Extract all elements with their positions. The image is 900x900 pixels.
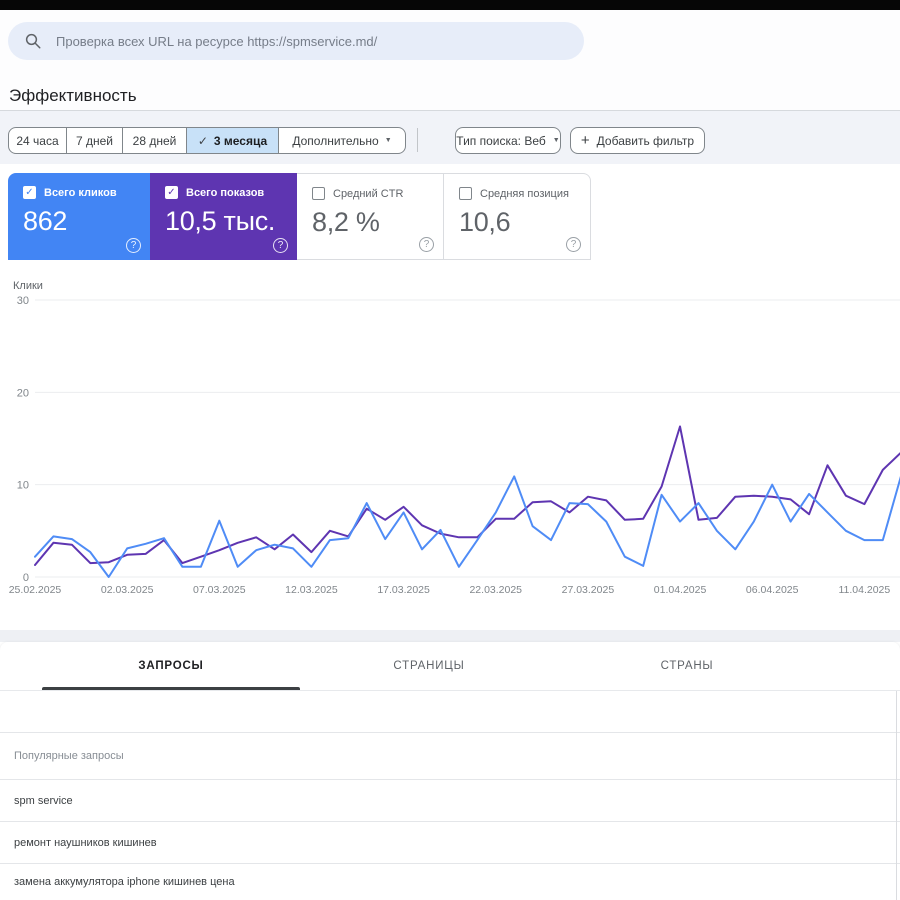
check-icon: ✓ xyxy=(167,187,175,198)
average-position-card[interactable]: Средняя позиция 10,6 ? xyxy=(444,173,591,260)
filter-bar: 24 часа 7 дней 28 дней ✓ 3 месяца Дополн… xyxy=(0,111,900,164)
range-7d-label: 7 дней xyxy=(76,134,113,148)
help-icon[interactable]: ? xyxy=(419,237,434,252)
table-column-divider xyxy=(896,691,897,900)
top-black-strip xyxy=(0,0,900,10)
checkbox-checked-icon[interactable]: ✓ xyxy=(165,186,178,199)
metric-label: Средняя позиция xyxy=(480,188,569,200)
search-type-label: Тип поиска: Веб xyxy=(456,134,545,148)
svg-text:30: 30 xyxy=(17,295,29,307)
check-icon: ✓ xyxy=(198,134,208,148)
table-group-header: Популярные запросы xyxy=(0,733,900,780)
tab-label: ЗАПРОСЫ xyxy=(138,660,203,672)
svg-text:0: 0 xyxy=(23,572,29,584)
svg-text:07.03.2025: 07.03.2025 xyxy=(193,584,246,596)
range-7d-button[interactable]: 7 дней xyxy=(66,128,122,153)
checkbox-checked-icon[interactable]: ✓ xyxy=(23,186,36,199)
range-more-button[interactable]: Дополнительно ▼ xyxy=(278,128,405,153)
check-icon: ✓ xyxy=(25,187,33,198)
add-filter-label: Добавить фильтр xyxy=(597,134,694,148)
range-3m-button[interactable]: ✓ 3 месяца xyxy=(186,128,278,153)
table-row[interactable]: ремонт наушников кишинев xyxy=(0,822,900,864)
svg-text:25.02.2025: 25.02.2025 xyxy=(9,584,62,596)
tab-pages[interactable]: СТРАНИЦЫ xyxy=(300,642,558,690)
total-clicks-card[interactable]: ✓ Всего кликов 862 ? xyxy=(8,173,150,260)
metric-label: Средний CTR xyxy=(333,188,403,200)
table-row[interactable]: замена аккумулятора iphone кишинев цена xyxy=(0,864,900,900)
plus-icon: + xyxy=(581,132,590,149)
total-impressions-card[interactable]: ✓ Всего показов 10,5 тыс. ? xyxy=(150,173,297,260)
checkbox-unchecked-icon[interactable] xyxy=(312,187,325,200)
page-title: Эффективность xyxy=(9,86,137,106)
range-28d-label: 28 дней xyxy=(133,134,177,148)
help-icon[interactable]: ? xyxy=(566,237,581,252)
svg-text:27.03.2025: 27.03.2025 xyxy=(562,584,615,596)
tab-label: СТРАНЫ xyxy=(661,660,714,672)
svg-text:02.03.2025: 02.03.2025 xyxy=(101,584,154,596)
table-row[interactable]: spm service xyxy=(0,780,900,822)
average-ctr-card[interactable]: Средний CTR 8,2 % ? xyxy=(297,173,444,260)
performance-chart[interactable]: 0 10 20 30 25.02.2025 02.03.2025 07.03.2025 12.… xyxy=(0,270,900,605)
metric-label: Всего показов xyxy=(186,187,264,199)
help-icon[interactable]: ? xyxy=(273,238,288,253)
range-3m-label: 3 месяца xyxy=(214,134,267,148)
metric-cards: ✓ Всего кликов 862 ? ✓ Всего показов 10,… xyxy=(8,173,591,260)
section-gap xyxy=(0,630,900,642)
metric-value: 10,6 xyxy=(459,207,590,238)
date-range-group: 24 часа 7 дней 28 дней ✓ 3 месяца Дополн… xyxy=(8,127,406,154)
metric-label: Всего кликов xyxy=(44,187,117,199)
svg-text:01.04.2025: 01.04.2025 xyxy=(654,584,707,596)
range-24h-button[interactable]: 24 часа xyxy=(9,128,66,153)
dimensions-card: ЗАПРОСЫ СТРАНИЦЫ СТРАНЫ Популярные запро… xyxy=(0,642,900,900)
svg-text:11.04.2025: 11.04.2025 xyxy=(838,584,890,596)
range-28d-button[interactable]: 28 дней xyxy=(122,128,186,153)
table-header-row xyxy=(0,691,900,733)
svg-text:10: 10 xyxy=(17,480,29,492)
svg-text:20: 20 xyxy=(17,387,29,399)
search-icon xyxy=(24,32,42,50)
tab-label: СТРАНИЦЫ xyxy=(393,660,464,672)
add-filter-button[interactable]: + Добавить фильтр xyxy=(570,127,705,154)
range-more-label: Дополнительно xyxy=(292,134,378,148)
tab-countries[interactable]: СТРАНЫ xyxy=(558,642,816,690)
chevron-down-icon: ▼ xyxy=(553,137,560,144)
svg-text:06.04.2025: 06.04.2025 xyxy=(746,584,799,596)
metric-value: 10,5 тыс. xyxy=(165,206,297,237)
range-24h-label: 24 часа xyxy=(16,134,58,148)
tab-queries[interactable]: ЗАПРОСЫ xyxy=(42,642,300,690)
filter-divider xyxy=(417,128,418,152)
metric-value: 8,2 % xyxy=(312,207,443,238)
dimension-tabs: ЗАПРОСЫ СТРАНИЦЫ СТРАНЫ xyxy=(42,642,816,690)
chevron-down-icon: ▼ xyxy=(385,137,392,144)
svg-text:17.03.2025: 17.03.2025 xyxy=(377,584,430,596)
header-section: Эффективность xyxy=(0,10,900,111)
search-input[interactable] xyxy=(56,34,568,49)
svg-text:22.03.2025: 22.03.2025 xyxy=(469,584,522,596)
checkbox-unchecked-icon[interactable] xyxy=(459,187,472,200)
help-icon[interactable]: ? xyxy=(126,238,141,253)
metric-value: 862 xyxy=(23,206,150,237)
search-type-button[interactable]: Тип поиска: Веб ▼ xyxy=(455,127,561,154)
url-inspection-search-bar[interactable] xyxy=(8,22,584,60)
svg-text:12.03.2025: 12.03.2025 xyxy=(285,584,338,596)
